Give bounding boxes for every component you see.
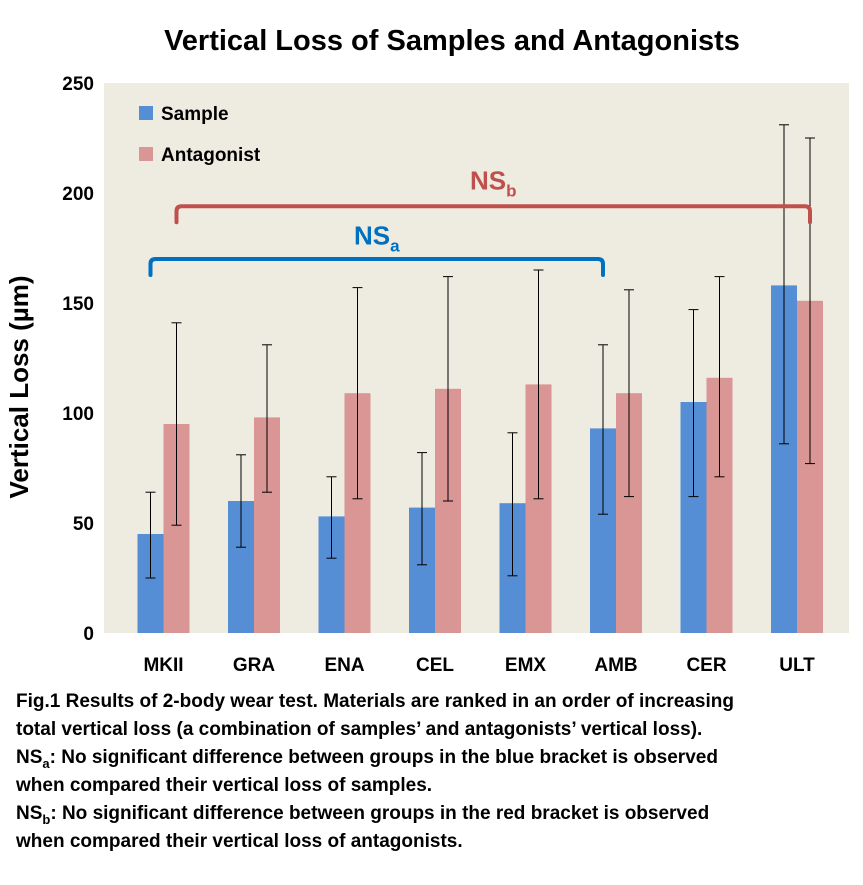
error-bar-sample-emx — [507, 432, 518, 577]
caption-line-1: Fig.1 Results of 2-body wear test. Mater… — [16, 691, 734, 712]
bracket-label-ns-a: NSa — [354, 221, 400, 256]
chart-title: Vertical Loss of Samples and Antagonists — [164, 25, 740, 57]
caption-nsb-sub: b — [42, 811, 51, 827]
error-bar-antagonist-amb — [624, 289, 634, 498]
caption-line-2: total vertical loss (a combination of sa… — [16, 719, 703, 740]
error-bar-sample-cer — [688, 309, 699, 498]
error-bar-antagonist-gra — [262, 344, 272, 493]
error-bar-antagonist-ult — [805, 137, 815, 465]
legend-swatch-antagonist — [139, 147, 153, 161]
y-tick-label: 50 — [73, 514, 94, 535]
error-bar-sample-amb — [598, 344, 608, 515]
error-bar-antagonist-emx — [533, 269, 544, 500]
caption-nsa: NSa: No significant difference between g… — [16, 744, 856, 772]
caption-nsb: NSb: No significant difference between g… — [16, 800, 856, 828]
significance-bracket-ns-a — [148, 257, 605, 277]
error-bar-sample-mkii — [145, 491, 156, 579]
error-bar-sample-ena — [326, 476, 337, 559]
y-tick-label: 100 — [62, 404, 94, 425]
y-axis-label: Vertical Loss (µm) — [4, 275, 34, 498]
caption-nsa-line-2: when compared their vertical loss of sam… — [16, 775, 433, 796]
x-tick-label: GRA — [233, 655, 276, 676]
x-tick-label: CER — [686, 655, 726, 676]
y-tick-label: 0 — [83, 624, 94, 645]
y-tick-label: 150 — [62, 294, 94, 315]
caption-nsb-label: NS — [16, 803, 43, 824]
error-bar-antagonist-mkii — [171, 322, 182, 526]
caption-nsa-text: : No significant difference between grou… — [49, 747, 718, 768]
legend-label-sample: Sample — [161, 104, 229, 125]
bracket-label-ns-b: NSb — [470, 166, 517, 201]
x-tick-label: ULT — [779, 655, 815, 676]
x-tick-label: CEL — [416, 655, 454, 676]
x-tick-label: AMB — [594, 655, 637, 676]
y-tick-label: 250 — [62, 74, 94, 95]
error-bar-sample-cel — [417, 452, 427, 566]
significance-bracket-ns-b — [174, 204, 812, 225]
error-bar-sample-ult — [779, 124, 789, 445]
figure-caption: Fig.1 Results of 2-body wear test. Mater… — [16, 688, 856, 856]
caption-nsb-text: : No significant difference between grou… — [50, 803, 710, 824]
caption-nsa-label: NS — [16, 747, 43, 768]
caption-nsa-sub: a — [42, 755, 50, 771]
bar-chart: Vertical Loss of Samples and Antagonists… — [4, 25, 849, 676]
error-bar-antagonist-cel — [443, 276, 453, 502]
legend-swatch-sample — [139, 106, 153, 120]
x-tick-label: MKII — [143, 655, 183, 676]
error-bar-antagonist-cer — [714, 276, 725, 478]
x-tick-label: ENA — [324, 655, 364, 676]
y-tick-label: 200 — [62, 184, 94, 205]
caption-nsb-line-2: when compared their vertical loss of ant… — [16, 831, 463, 852]
error-bar-sample-gra — [236, 454, 246, 548]
x-tick-label: EMX — [505, 655, 547, 676]
error-bar-antagonist-ena — [352, 287, 363, 500]
legend-label-antagonist: Antagonist — [161, 145, 261, 166]
